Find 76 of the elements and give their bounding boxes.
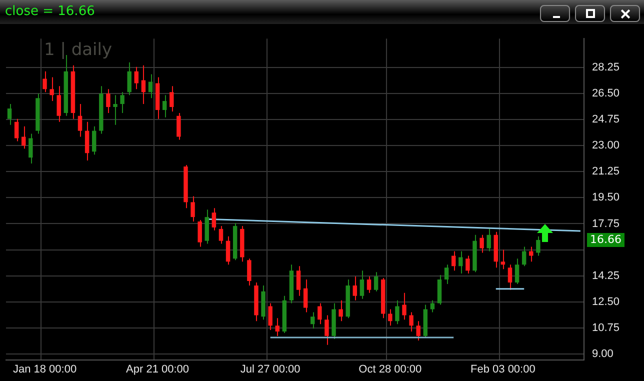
x-tick-label: Oct 28 00:00 — [358, 363, 422, 376]
candlestick — [127, 62, 132, 96]
candlestick — [522, 246, 526, 267]
candlestick — [514, 258, 520, 284]
candlestick — [318, 302, 322, 325]
candlestick — [402, 292, 406, 320]
candlestick — [338, 300, 343, 322]
candlestick — [22, 126, 26, 150]
y-tick-label: 17.75 — [592, 218, 620, 230]
candlestick — [7, 104, 12, 126]
candlestick — [106, 88, 110, 114]
candlestick — [324, 314, 329, 346]
candlestick — [50, 76, 54, 102]
candlestick — [409, 312, 414, 332]
candlestick — [84, 121, 90, 162]
candlestick — [204, 209, 210, 244]
candlestick — [360, 270, 364, 300]
y-tick-label: 23.00 — [592, 140, 620, 152]
candlestick — [388, 308, 392, 326]
candlestick — [141, 64, 146, 105]
candlestick — [480, 234, 484, 254]
candlestick — [310, 312, 315, 330]
candlestick — [437, 274, 442, 306]
candlestick — [170, 86, 174, 112]
y-tick-label: 9.00 — [592, 348, 614, 360]
candlestick — [247, 258, 252, 286]
y-tick-label: 19.50 — [592, 192, 620, 204]
text: 16.66 — [590, 232, 622, 246]
y-tick-label: 21.25 — [592, 166, 620, 178]
chart-title: close = 16.66 — [5, 4, 95, 19]
candlestick — [508, 264, 512, 290]
candlestick — [529, 246, 534, 262]
candlestick — [198, 220, 202, 248]
candlestick — [374, 272, 378, 292]
candlestick — [275, 318, 280, 337]
candlestick — [176, 112, 181, 140]
candlestick — [444, 264, 449, 284]
candlestick — [162, 94, 167, 118]
candlestick — [218, 225, 224, 244]
y-tick-label: 12.50 — [592, 296, 620, 308]
candlestick — [395, 300, 400, 325]
candlestick — [486, 228, 491, 252]
y-tick-label: 28.25 — [592, 62, 620, 74]
x-tick-label: Apr 21 00:00 — [126, 363, 190, 376]
candlestick — [352, 276, 358, 301]
candlestick — [303, 279, 308, 313]
candlestick — [296, 266, 301, 296]
x-tick-label: Jan 18 00:00 — [12, 363, 77, 376]
candlestick — [148, 74, 153, 99]
y-tick-label: 14.25 — [592, 270, 620, 282]
y-tick-label: 10.75 — [592, 322, 620, 334]
candlestick — [466, 255, 470, 274]
candlestick — [120, 92, 124, 114]
candlestick — [500, 249, 506, 270]
candlestick — [458, 250, 463, 274]
candlestick — [42, 70, 47, 93]
candlestick — [190, 196, 195, 222]
candlestick — [212, 208, 216, 231]
y-tick-label: 24.75 — [592, 114, 620, 126]
candlestick — [366, 276, 372, 294]
y-tick-label: 26.50 — [592, 88, 620, 100]
candlestick — [14, 118, 19, 142]
candlestick — [28, 133, 33, 164]
candlestick — [134, 66, 139, 90]
candlestick — [451, 250, 456, 272]
candlestick — [536, 236, 540, 256]
candlestick — [92, 126, 96, 156]
chart-subtitle: 1 | daily — [44, 40, 112, 60]
candlestick — [416, 320, 420, 341]
candlestick — [78, 104, 82, 138]
candlestick — [113, 94, 118, 126]
x-tick-label: Feb 03 00:00 — [470, 363, 536, 376]
candlestick — [226, 236, 230, 266]
candlestick — [56, 86, 61, 122]
candlestick — [268, 302, 272, 331]
x-tick-label: Jul 27 00:00 — [240, 363, 300, 376]
